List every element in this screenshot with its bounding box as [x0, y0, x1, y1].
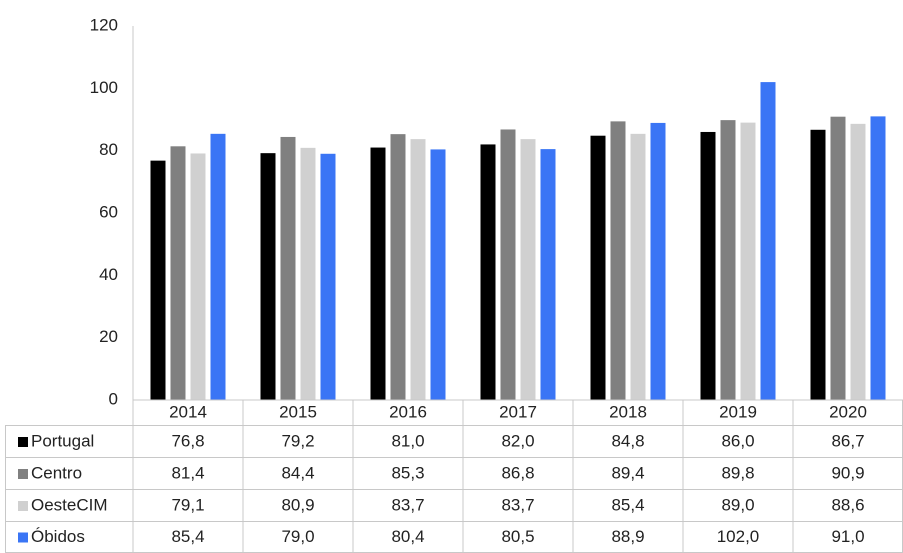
bar: [760, 82, 776, 400]
table-cell: 86,8: [501, 463, 534, 482]
table-cell: 80,5: [501, 527, 534, 546]
table-cell: 84,4: [281, 463, 314, 482]
bar: [520, 139, 536, 400]
bar: [210, 133, 226, 400]
bar: [260, 153, 276, 400]
bar: [630, 133, 646, 400]
table-cell: 85,4: [611, 495, 644, 514]
x-tick-label: 2016: [389, 402, 427, 421]
bar: [720, 120, 736, 400]
legend-label: Centro: [31, 463, 82, 482]
table-cell: 76,8: [171, 431, 204, 450]
table-cell: 80,9: [281, 495, 314, 514]
x-tick-label: 2020: [829, 402, 867, 421]
bar: [370, 147, 386, 400]
bar: [870, 116, 886, 400]
table-cell: 81,0: [391, 431, 424, 450]
table-cell: 84,8: [611, 431, 644, 450]
table-cell: 85,3: [391, 463, 424, 482]
bar: [740, 122, 756, 400]
table-cell: 89,4: [611, 463, 644, 482]
bar: [170, 146, 186, 400]
table-cell: 83,7: [391, 495, 424, 514]
table-cell: 79,1: [171, 495, 204, 514]
y-tick-label: 60: [99, 202, 118, 221]
y-tick-label: 0: [109, 389, 118, 408]
table-cell: 79,0: [281, 527, 314, 546]
bar: [280, 136, 296, 400]
table-cell: 85,4: [171, 527, 204, 546]
x-tick-label: 2017: [499, 402, 537, 421]
bar: [430, 149, 446, 400]
table-cell: 82,0: [501, 431, 534, 450]
table-cell: 79,2: [281, 431, 314, 450]
legend-key: [18, 437, 28, 447]
y-tick-label: 80: [99, 140, 118, 159]
table-cell: 102,0: [717, 527, 760, 546]
bar: [300, 147, 316, 400]
x-tick-label: 2015: [279, 402, 317, 421]
table-cell: 81,4: [171, 463, 204, 482]
table-cell: 80,4: [391, 527, 424, 546]
x-tick-label: 2018: [609, 402, 647, 421]
table-cell: 91,0: [831, 527, 864, 546]
table-cell: 89,0: [721, 495, 754, 514]
bar: [830, 116, 846, 400]
table-cell: 83,7: [501, 495, 534, 514]
bar: [190, 153, 206, 400]
bar: [810, 129, 826, 400]
bar: [150, 160, 166, 400]
legend-key: [18, 469, 28, 479]
y-tick-label: 100: [90, 78, 118, 97]
bar: [540, 149, 556, 400]
y-tick-label: 40: [99, 265, 118, 284]
bar: [500, 129, 516, 400]
bar: [410, 139, 426, 400]
table-cell: 88,6: [831, 495, 864, 514]
bar: [650, 122, 666, 400]
x-tick-label: 2014: [169, 402, 207, 421]
table-cell: 86,7: [831, 431, 864, 450]
legend-label: Óbidos: [31, 527, 85, 546]
table-cell: 90,9: [831, 463, 864, 482]
x-tick-label: 2019: [719, 402, 757, 421]
y-tick-label: 20: [99, 327, 118, 346]
table-cell: 89,8: [721, 463, 754, 482]
bar: [320, 153, 336, 400]
bar: [700, 131, 716, 400]
legend-key: [18, 532, 28, 543]
legend-label: Portugal: [31, 431, 94, 450]
table-cell: 86,0: [721, 431, 754, 450]
legend-label: OesteCIM: [31, 495, 108, 514]
table-cell: 88,9: [611, 527, 644, 546]
bar: [590, 135, 606, 400]
legend-key: [18, 501, 28, 511]
bar: [850, 123, 866, 400]
bar: [610, 121, 626, 401]
bar: [390, 134, 406, 401]
bar: [480, 144, 496, 400]
y-tick-label: 120: [90, 15, 118, 34]
